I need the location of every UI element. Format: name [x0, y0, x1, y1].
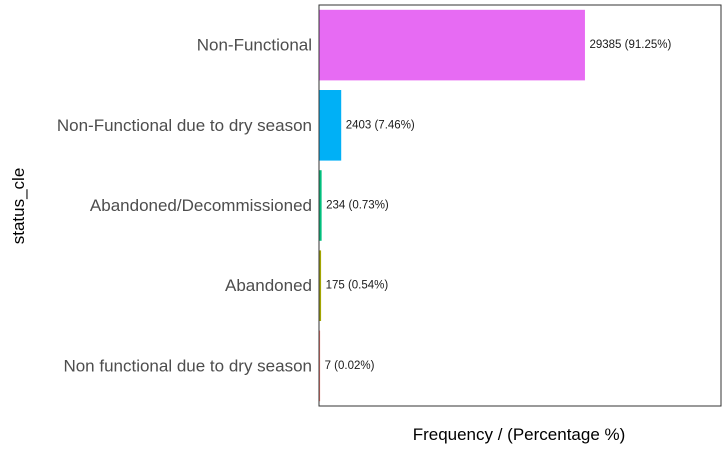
category-label-3: Abandoned [225, 276, 312, 295]
data-label-2: 234 (0.73%) [326, 200, 389, 212]
y-axis-title: status_cle [9, 168, 28, 245]
panel-border [318, 4, 722, 407]
data-labels-layer: 29385 (91.25%) 2403 (7.46%) 234 (0.73%) 175… [325, 39, 672, 372]
category-label-4: Non functional due to dry season [63, 356, 312, 375]
bar-2 [319, 170, 322, 241]
data-label-3: 175 (0.54%) [326, 280, 389, 292]
x-axis-title: Frequency / (Percentage %) [413, 425, 626, 444]
data-label-1: 2403 (7.46%) [346, 119, 415, 131]
data-label-0: 29385 (91.25%) [589, 39, 671, 51]
bar-4 [319, 330, 321, 402]
bar-0 [319, 9, 585, 81]
data-label-4: 7 (0.02%) [325, 360, 375, 372]
bar-1 [319, 90, 342, 161]
bars-layer [319, 9, 585, 402]
category-label-1: Non-Functional due to dry season [57, 116, 312, 135]
category-labels-layer: Non-Functional Non-Functional due to dry … [57, 36, 312, 376]
bar-3 [319, 250, 322, 321]
category-label-0: Non-Functional [197, 36, 312, 55]
category-label-2: Abandoned/Decommissioned [90, 196, 312, 215]
